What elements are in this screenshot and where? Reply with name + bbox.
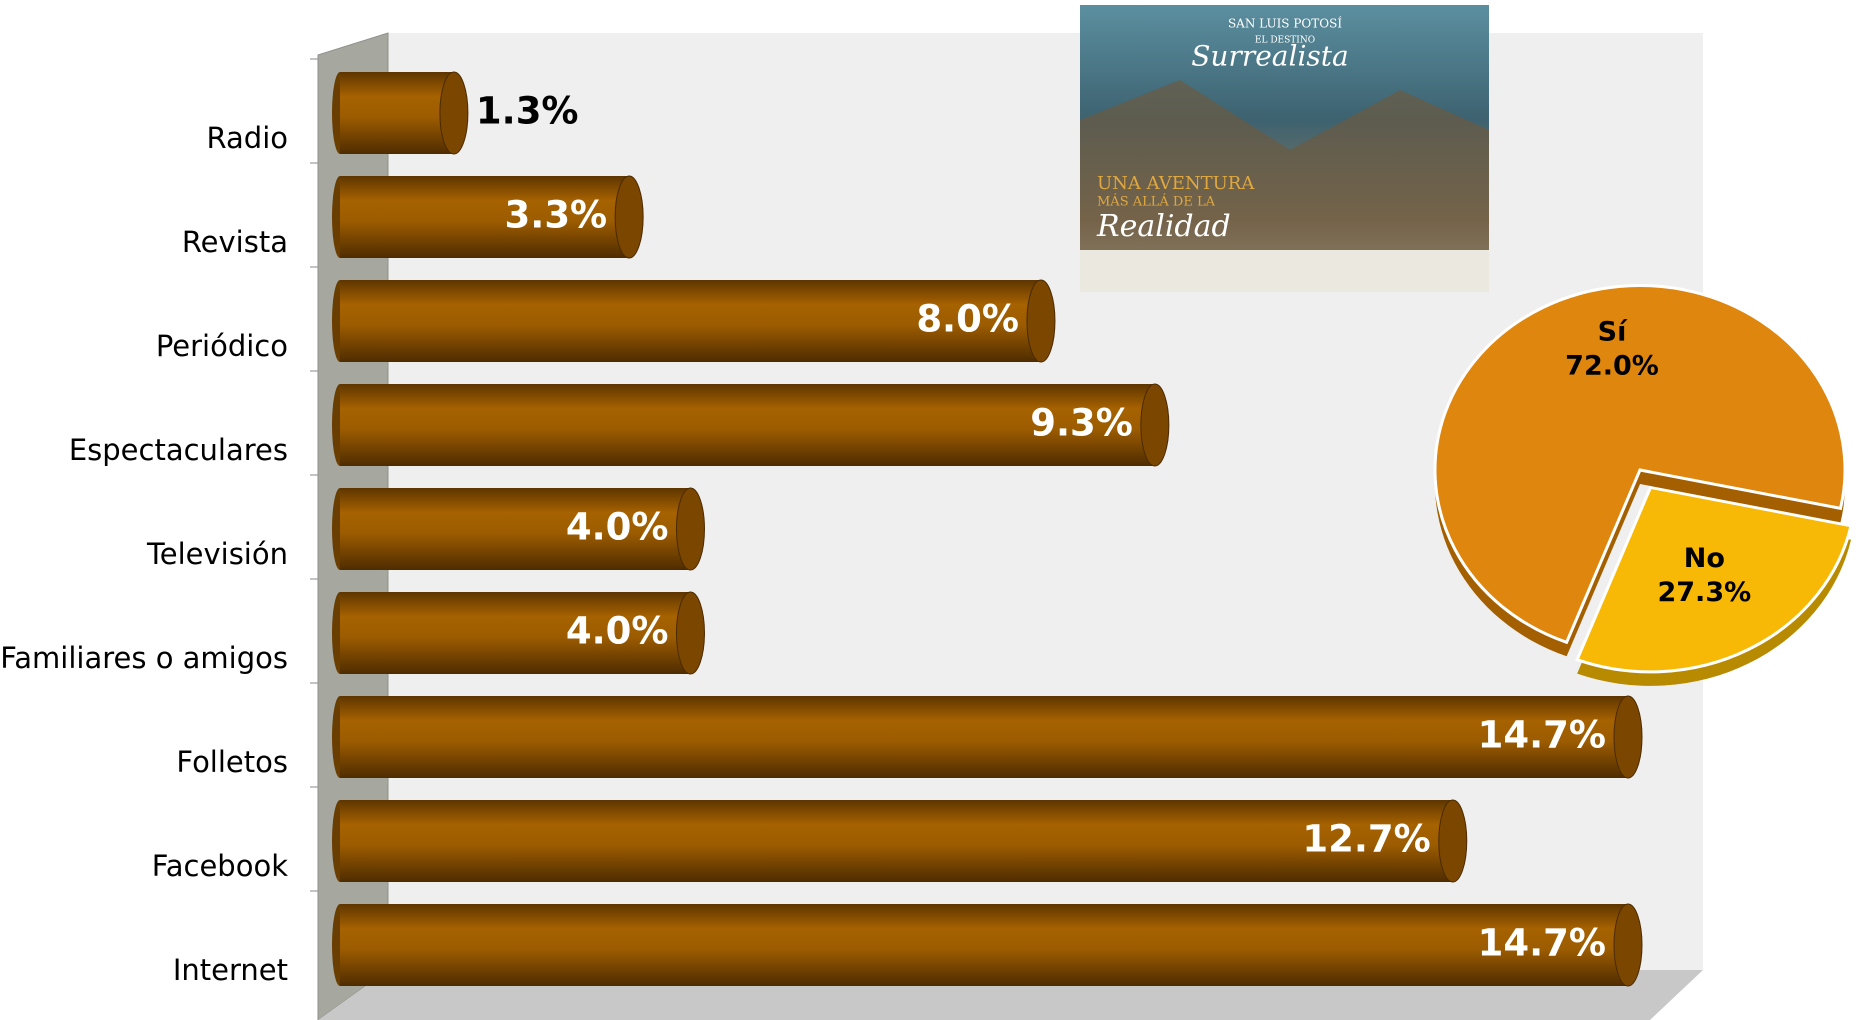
bar	[332, 383, 1170, 467]
category-label: Folletos	[176, 745, 288, 779]
category-label: Espectaculares	[69, 433, 288, 467]
bar	[332, 487, 705, 571]
value-label: 1.3%	[476, 90, 579, 133]
category-label: Radio	[207, 121, 289, 155]
value-label: 8.0%	[916, 298, 1019, 341]
poster: SAN LUIS POTOSÍ EL DESTINO Surrealista U…	[1080, 5, 1489, 292]
value-label: 12.7%	[1302, 818, 1430, 861]
value-label: 9.3%	[1030, 402, 1133, 445]
category-label: Facebook	[152, 849, 288, 883]
bar	[332, 175, 644, 259]
pie-value-label: 27.3%	[1657, 577, 1751, 608]
pie-category: Sí	[1598, 317, 1628, 348]
category-label: Revista	[182, 225, 288, 259]
value-label: 14.7%	[1478, 714, 1606, 757]
bar	[332, 71, 469, 155]
bar	[332, 799, 1468, 883]
poster-script: Realidad	[1096, 209, 1231, 244]
bar	[332, 591, 705, 675]
category-label: Familiares o amigos	[0, 641, 288, 675]
pie-category: No	[1684, 543, 1725, 574]
value-label: 14.7%	[1478, 922, 1606, 965]
pie-slice	[1575, 485, 1853, 674]
poster-headline: UNA AVENTURA	[1097, 173, 1255, 194]
poster-kicker: EL DESTINO	[1255, 36, 1315, 46]
value-label: 4.0%	[566, 506, 669, 549]
bar	[332, 903, 1643, 987]
pie-value-label: 72.0%	[1565, 351, 1659, 382]
category-label: Periódico	[156, 329, 288, 363]
value-label: 3.3%	[505, 194, 608, 237]
category-label: Internet	[173, 953, 288, 987]
poster-subline: MÁS ALLÁ DE LA	[1097, 194, 1216, 210]
poster-tagline: Surrealista	[1191, 40, 1348, 73]
poster-region: SAN LUIS POTOSÍ	[1228, 16, 1342, 31]
bar	[332, 279, 1056, 363]
bar	[332, 695, 1643, 779]
value-label: 4.0%	[566, 610, 669, 653]
category-label: Televisión	[146, 537, 288, 571]
pie-slice	[1433, 284, 1847, 645]
